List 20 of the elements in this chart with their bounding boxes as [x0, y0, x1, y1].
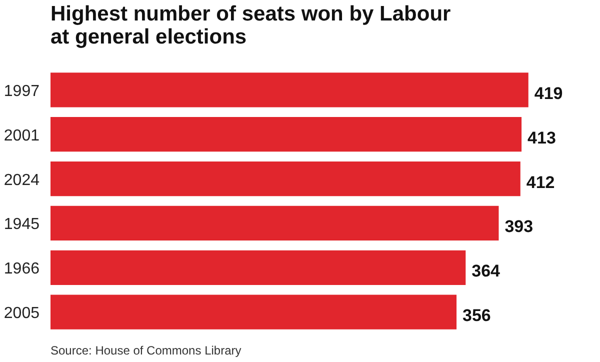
data-label: 356: [462, 306, 491, 326]
y-tick-label: 1966: [4, 260, 40, 278]
bar: [50, 294, 457, 330]
bar: [50, 72, 528, 108]
y-tick-label: 2001: [4, 127, 40, 144]
data-label: 393: [504, 217, 534, 236]
bar: [50, 206, 499, 241]
bar: [50, 161, 520, 196]
chart-title: Highest number of seats won by Labour at general elections: [50, 2, 451, 48]
y-tick-label: 1997: [4, 82, 40, 100]
bar: [50, 117, 522, 152]
data-label: 419: [534, 84, 563, 103]
bar: [50, 250, 466, 285]
data-label: 413: [528, 128, 556, 148]
y-tick-label: 2024: [4, 172, 40, 189]
y-tick-label: 1945: [4, 216, 40, 234]
y-tick-label: 2005: [4, 305, 40, 322]
data-label: 364: [472, 262, 501, 281]
source-note: Source: House of Commons Library: [50, 344, 242, 358]
data-label: 412: [526, 172, 555, 192]
